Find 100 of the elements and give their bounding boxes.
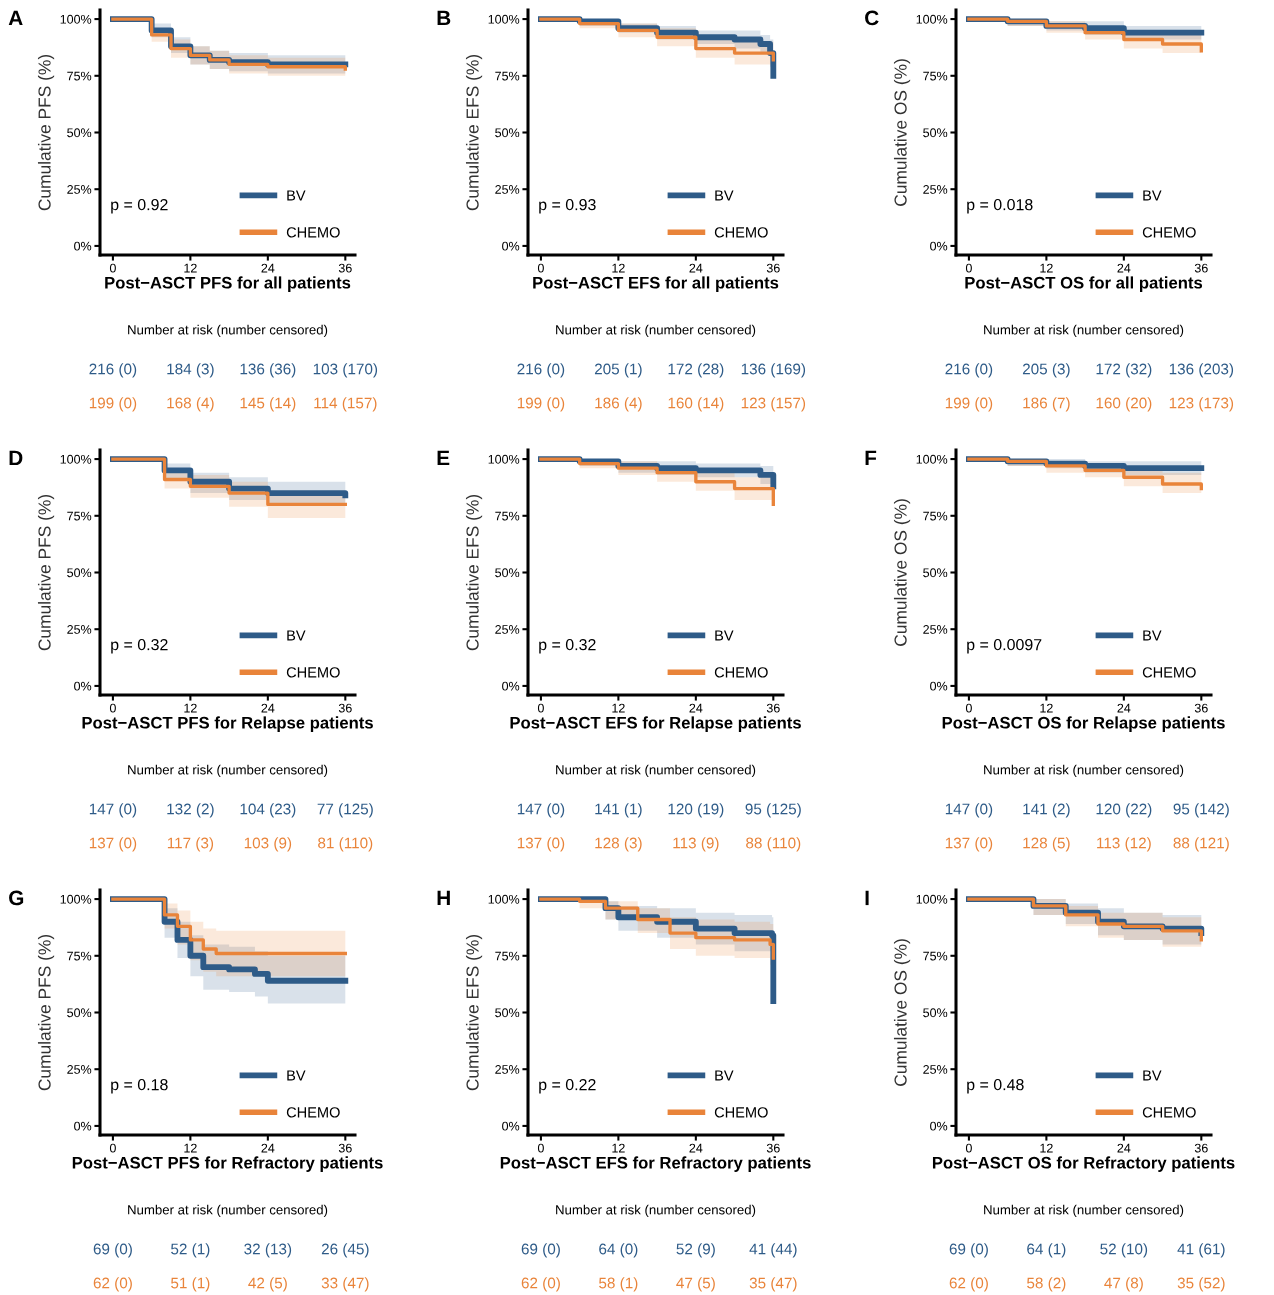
- x-tick-label: 24: [689, 703, 703, 713]
- y-axis-title: Cumulative OS (%): [893, 939, 911, 1086]
- chart-title: B: [437, 10, 451, 26]
- text: 51 (1): [171, 1277, 210, 1292]
- y-tick-label: 75%: [923, 71, 948, 81]
- y-tick-label: 50%: [923, 128, 948, 138]
- text: 42 (5): [248, 1277, 287, 1292]
- chart-title: G: [9, 890, 24, 906]
- x-tick-label: 0: [965, 703, 972, 713]
- text: 58 (1): [599, 1277, 638, 1292]
- text: 172 (32): [1096, 363, 1152, 378]
- text: 160 (20): [1096, 397, 1152, 412]
- y-tick-label: 25%: [923, 625, 948, 634]
- y-tick-label: 100%: [60, 14, 92, 24]
- y-tick-label: 100%: [488, 454, 520, 464]
- chart-title: E: [437, 450, 450, 466]
- text: 62 (0): [93, 1277, 132, 1292]
- text: 136 (203): [1169, 363, 1234, 378]
- x-axis-title: Post−ASCT EFS for Relapse patients: [510, 716, 801, 732]
- annotation: p = 0.48: [967, 1078, 1024, 1094]
- legend-label: CHEMO: [286, 227, 340, 238]
- text: 199 (0): [89, 397, 137, 412]
- text: 103 (9): [244, 837, 292, 852]
- text: 199 (0): [945, 397, 993, 412]
- y-tick-label: 75%: [67, 71, 92, 81]
- y-axis-title: Cumulative PFS (%): [37, 494, 55, 651]
- text: 136 (169): [741, 363, 806, 378]
- text: 69 (0): [949, 1243, 988, 1258]
- text: 62 (0): [521, 1277, 560, 1292]
- y-tick-label: 75%: [67, 511, 92, 521]
- y-tick-label: 25%: [923, 185, 948, 194]
- y-tick-label: 0%: [930, 1121, 948, 1131]
- x-tick-label: 36: [766, 263, 780, 273]
- y-tick-label: 50%: [67, 568, 92, 578]
- x-tick-label: 36: [1194, 703, 1208, 713]
- y-tick-label: 100%: [916, 454, 948, 464]
- text: 137 (0): [89, 837, 137, 852]
- text: 128 (5): [1023, 837, 1070, 852]
- y-tick-label: 75%: [923, 511, 948, 521]
- text: 88 (121): [1173, 837, 1229, 852]
- text: 145 (14): [240, 397, 296, 412]
- y-tick-label: 100%: [488, 894, 520, 904]
- x-tick-label: 0: [537, 263, 544, 273]
- text: 132 (2): [167, 803, 214, 818]
- y-tick-label: 50%: [923, 1008, 948, 1018]
- x-tick-label: 0: [109, 263, 116, 273]
- text: Number at risk (number censored): [984, 1204, 1184, 1218]
- legend-label: CHEMO: [1142, 1107, 1196, 1118]
- annotation: p = 0.018: [967, 198, 1033, 214]
- y-tick-label: 25%: [495, 1065, 520, 1074]
- x-tick-label: 36: [766, 703, 780, 713]
- annotation: p = 0.18: [111, 1078, 168, 1094]
- y-axis-title: Cumulative PFS (%): [37, 934, 55, 1091]
- x-tick-label: 0: [537, 1143, 544, 1153]
- chart-title: A: [8, 10, 23, 26]
- y-tick-label: 75%: [67, 951, 92, 961]
- legend-label: CHEMO: [714, 1107, 768, 1118]
- text: 113 (12): [1097, 837, 1151, 852]
- text: 35 (52): [1177, 1277, 1225, 1292]
- legend-label: BV: [287, 190, 306, 201]
- text: 117 (3): [167, 837, 214, 852]
- x-tick-label: 24: [689, 263, 703, 273]
- text: 47 (5): [676, 1277, 715, 1292]
- x-axis-title: Post−ASCT OS for all patients: [965, 276, 1203, 292]
- text: 33 (47): [321, 1277, 369, 1292]
- text: 186 (7): [1023, 397, 1070, 412]
- x-tick-label: 0: [109, 703, 116, 713]
- text: 137 (0): [517, 837, 565, 852]
- legend-label: BV: [715, 630, 734, 641]
- text: 168 (4): [167, 397, 214, 412]
- annotation: p = 0.32: [111, 638, 168, 654]
- text: 103 (170): [313, 363, 378, 378]
- text: 114 (157): [314, 397, 377, 412]
- x-tick-label: 24: [261, 703, 275, 713]
- text: 88 (110): [746, 837, 801, 852]
- legend-label: CHEMO: [1142, 667, 1196, 678]
- x-tick-label: 12: [612, 263, 625, 273]
- x-axis-title: Post−ASCT EFS for Refractory patients: [500, 1156, 811, 1172]
- x-axis-title: Post−ASCT PFS for Refractory patients: [72, 1156, 383, 1172]
- text: 120 (22): [1096, 803, 1152, 818]
- text: 52 (10): [1100, 1243, 1148, 1258]
- text: 186 (4): [595, 397, 642, 412]
- text: 47 (8): [1104, 1277, 1143, 1292]
- y-tick-label: 100%: [916, 14, 948, 24]
- x-tick-label: 24: [1117, 703, 1131, 713]
- y-tick-label: 0%: [502, 1121, 520, 1131]
- y-tick-label: 100%: [60, 454, 92, 464]
- chart-title: F: [865, 450, 877, 466]
- legend-label: CHEMO: [714, 667, 768, 678]
- y-axis-title: Cumulative PFS (%): [37, 54, 55, 211]
- text: 205 (3): [1022, 363, 1070, 378]
- annotation: p = 0.32: [539, 638, 596, 654]
- y-axis-title: Cumulative EFS (%): [465, 494, 483, 651]
- text: 216 (0): [89, 363, 137, 378]
- text: 199 (0): [517, 397, 565, 412]
- x-axis-title: Post−ASCT PFS for Relapse patients: [82, 716, 373, 732]
- legend-label: CHEMO: [1142, 227, 1196, 238]
- y-tick-label: 100%: [916, 894, 948, 904]
- y-tick-label: 25%: [67, 185, 92, 194]
- x-tick-label: 0: [965, 263, 972, 273]
